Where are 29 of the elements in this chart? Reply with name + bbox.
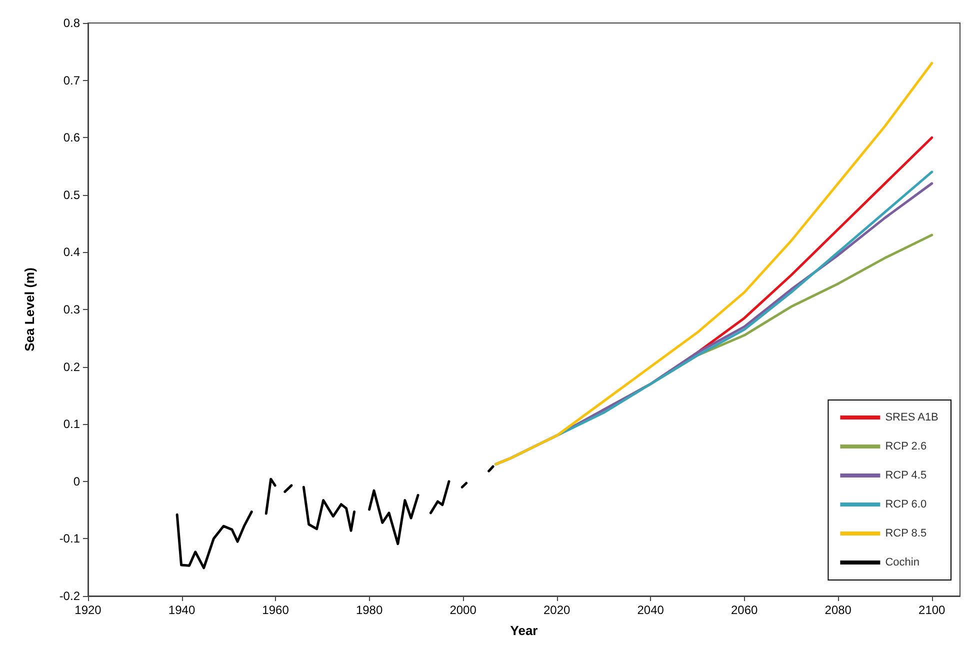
x-tick-label: 2100 — [918, 603, 946, 617]
x-tick-label: 2020 — [543, 603, 570, 617]
x-tick-label: 1980 — [356, 603, 383, 617]
x-tick-label: 2000 — [450, 603, 477, 617]
x-tick-label: 2040 — [637, 603, 664, 617]
y-tick-label: 0 — [73, 474, 80, 488]
y-tick-label: 0.1 — [63, 417, 80, 432]
x-tick-label: 1920 — [74, 603, 102, 617]
legend-label: Cochin — [885, 556, 920, 568]
y-axis-title: Sea Level (m) — [22, 268, 37, 352]
y-tick-label: 0.5 — [63, 188, 80, 202]
legend-label: SRES A1B — [885, 412, 938, 424]
y-tick-label: -0.1 — [59, 532, 80, 546]
y-tick-label: 0.4 — [63, 245, 80, 260]
legend-label: RCP 8.5 — [885, 528, 927, 540]
x-tick-label: 2060 — [730, 603, 758, 617]
x-tick-label: 1940 — [168, 603, 196, 617]
y-tick-label: 0.3 — [63, 302, 80, 316]
legend-label: RCP 6.0 — [885, 498, 927, 510]
y-tick-label: 0.8 — [63, 16, 80, 30]
y-tick-label: -0.2 — [59, 589, 80, 603]
legend-label: RCP 4.5 — [885, 470, 927, 482]
x-tick-label: 2080 — [824, 603, 852, 617]
x-axis-title: Year — [510, 623, 538, 638]
y-tick-label: 0.6 — [63, 130, 80, 145]
y-tick-label: 0.2 — [63, 360, 80, 374]
x-tick-label: 1960 — [262, 603, 290, 617]
legend-label: RCP 2.6 — [885, 440, 927, 452]
y-tick-label: 0.7 — [63, 73, 80, 88]
